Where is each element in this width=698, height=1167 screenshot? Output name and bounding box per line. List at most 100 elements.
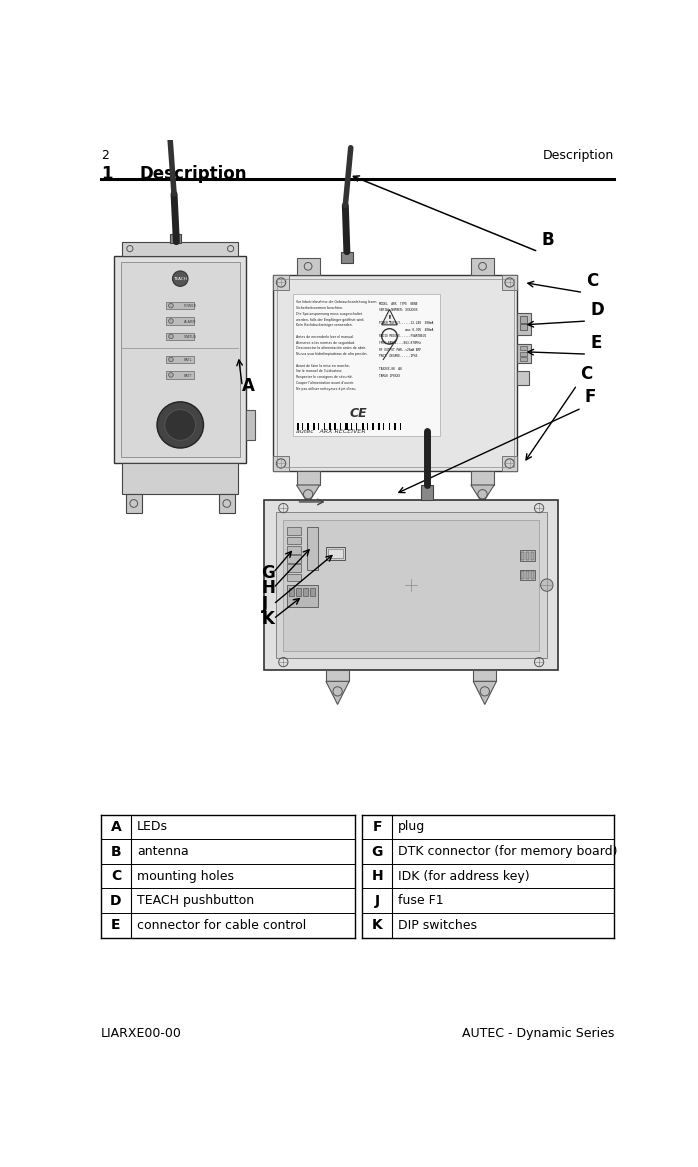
Bar xyxy=(394,422,396,431)
Bar xyxy=(324,422,325,431)
Bar xyxy=(297,258,320,274)
Bar xyxy=(292,294,440,436)
Circle shape xyxy=(169,303,173,308)
Bar xyxy=(471,471,494,485)
Text: C: C xyxy=(111,869,121,883)
Text: RADIO MODULE......FSARTBEU2: RADIO MODULE......FSARTBEU2 xyxy=(380,335,426,338)
Bar xyxy=(122,242,239,256)
Text: D: D xyxy=(110,894,121,908)
Text: 1: 1 xyxy=(101,165,112,183)
Bar xyxy=(287,555,301,562)
Text: DIP switches: DIP switches xyxy=(398,918,477,932)
Bar xyxy=(520,324,528,330)
Text: LIARXE00-00: LIARXE00-00 xyxy=(101,1027,182,1040)
Polygon shape xyxy=(473,682,496,705)
Text: !: ! xyxy=(387,315,392,324)
Bar xyxy=(356,422,357,431)
Bar xyxy=(521,552,524,560)
Circle shape xyxy=(541,579,553,592)
Bar xyxy=(343,422,344,431)
Bar xyxy=(283,519,539,650)
Bar xyxy=(517,344,531,363)
Text: TARG0 1P0XXX: TARG0 1P0XXX xyxy=(380,373,401,378)
Bar xyxy=(521,571,524,579)
Text: Antes de encenderlo leer el manual.: Antes de encenderlo leer el manual. xyxy=(296,335,354,338)
Text: MODEL  ARX  TYPE  NONE: MODEL ARX TYPE NONE xyxy=(380,302,418,306)
Text: A: A xyxy=(242,377,255,396)
Bar xyxy=(359,422,360,431)
Bar xyxy=(420,485,433,501)
Bar xyxy=(287,565,301,572)
Bar xyxy=(277,279,514,467)
Bar xyxy=(332,422,333,431)
Bar xyxy=(302,422,303,431)
Text: B: B xyxy=(110,845,121,859)
Bar xyxy=(530,552,534,560)
Polygon shape xyxy=(382,309,397,324)
Text: ALARM: ALARM xyxy=(184,320,197,323)
Text: Description: Description xyxy=(140,165,248,183)
Bar xyxy=(329,422,332,431)
Bar xyxy=(287,537,301,544)
Bar xyxy=(276,512,547,658)
Bar xyxy=(114,256,246,463)
Bar xyxy=(526,571,529,579)
Text: K: K xyxy=(372,918,383,932)
Text: FREQ RANGE....863-870MHz: FREQ RANGE....863-870MHz xyxy=(380,341,422,345)
Bar xyxy=(306,527,318,569)
Text: Vor Inbetriebnahme die Gebrauchsanleitung lesen.: Vor Inbetriebnahme die Gebrauchsanleitun… xyxy=(296,300,377,305)
Circle shape xyxy=(157,401,204,448)
Bar xyxy=(315,422,317,431)
Text: autec   ARX RECEIVER: autec ARX RECEIVER xyxy=(297,429,366,434)
Bar xyxy=(121,261,240,457)
Bar xyxy=(296,588,301,596)
Text: BATT: BATT xyxy=(184,373,193,378)
Text: E: E xyxy=(111,918,121,932)
Bar xyxy=(389,422,390,431)
Bar xyxy=(326,670,349,682)
Bar xyxy=(370,422,372,431)
Text: J: J xyxy=(262,595,268,614)
Text: Ne pas utiliser nettoyeurs à jet d'eau.: Ne pas utiliser nettoyeurs à jet d'eau. xyxy=(296,386,356,391)
Circle shape xyxy=(169,372,173,377)
Text: DTK connector (for memory board): DTK connector (for memory board) xyxy=(398,845,618,858)
Text: CE: CE xyxy=(350,407,367,420)
Bar xyxy=(502,456,517,471)
Text: STATUS: STATUS xyxy=(184,335,198,340)
Text: Kein Hochdruckreiniger verwenden.: Kein Hochdruckreiniger verwenden. xyxy=(296,323,352,327)
Bar xyxy=(166,333,194,341)
Bar xyxy=(328,548,343,558)
Bar xyxy=(304,422,307,431)
Bar xyxy=(367,422,368,431)
Text: TAXXXX-00  A0: TAXXXX-00 A0 xyxy=(380,368,402,371)
Bar xyxy=(530,571,534,579)
Bar xyxy=(383,422,385,431)
Bar xyxy=(289,588,294,596)
Bar xyxy=(273,456,289,471)
Text: D: D xyxy=(591,301,604,319)
Bar xyxy=(166,317,194,324)
Bar xyxy=(520,316,528,322)
Bar xyxy=(313,422,315,431)
Text: POWER SUPPLY......12-24V  300mA: POWER SUPPLY......12-24V 300mA xyxy=(380,321,433,326)
Text: antenna: antenna xyxy=(137,845,188,858)
Text: max 8-30V  400mA: max 8-30V 400mA xyxy=(380,328,433,331)
Text: Atenerse a las normas de seguridad.: Atenerse a las normas de seguridad. xyxy=(296,341,355,344)
Text: PROT. DEGREE......IP65: PROT. DEGREE......IP65 xyxy=(380,354,418,358)
Bar xyxy=(166,356,194,363)
Circle shape xyxy=(172,271,188,286)
Bar xyxy=(517,371,529,385)
Text: 2: 2 xyxy=(101,149,109,162)
Bar xyxy=(473,670,496,682)
Bar xyxy=(520,351,528,356)
Bar xyxy=(340,422,341,431)
Bar xyxy=(297,422,299,431)
Bar xyxy=(273,274,289,291)
Bar xyxy=(246,410,255,440)
Text: E: E xyxy=(591,334,602,351)
Text: Couper l'alimentation avant d'ouvrir.: Couper l'alimentation avant d'ouvrir. xyxy=(296,382,354,385)
Bar xyxy=(287,527,301,534)
Circle shape xyxy=(165,410,195,440)
Bar xyxy=(375,422,376,431)
Bar xyxy=(321,422,323,431)
